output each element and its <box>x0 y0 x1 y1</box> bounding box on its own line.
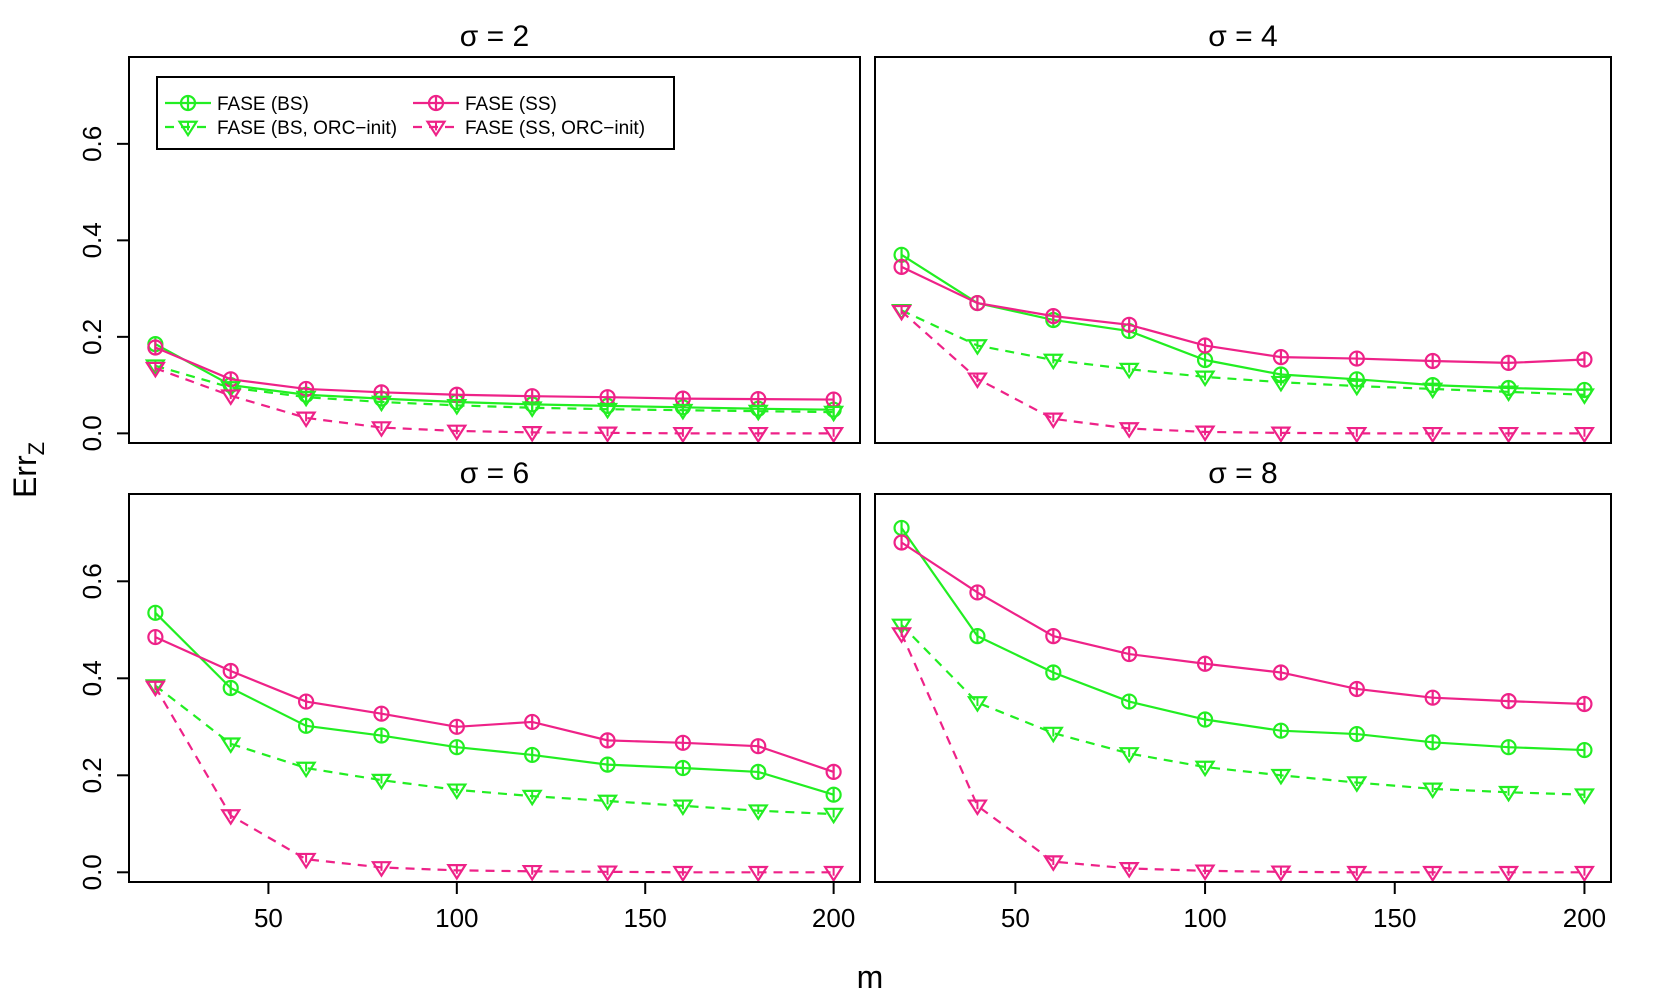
series-1 <box>893 519 1593 759</box>
series-4 <box>144 680 845 883</box>
series-line <box>154 367 834 435</box>
series-3 <box>891 618 1595 805</box>
legend-item-2: FASE (SS) <box>413 94 557 115</box>
y-tick-label: 0.4 <box>77 222 107 258</box>
series-line <box>900 541 1585 706</box>
panel-title: σ = 4 <box>1208 20 1277 53</box>
series-1 <box>893 246 1593 399</box>
legend: FASE (BS) FASE (SS) FASE (BS, ORC−init) FAS… <box>156 76 675 150</box>
series-1 <box>147 335 842 418</box>
legend-item-1: FASE (BS) <box>165 94 309 115</box>
y-axis-label-main: Err <box>7 455 43 498</box>
series-2 <box>893 258 1593 372</box>
x-tick-label: 50 <box>254 903 283 933</box>
series-line <box>900 527 1585 752</box>
y-tick-label: 0.0 <box>77 415 107 451</box>
series-line <box>154 346 834 401</box>
y-tick-label: 0.6 <box>77 126 107 162</box>
legend-item-4: FASE (SS, ORC−init) <box>413 118 645 139</box>
series-3 <box>144 359 845 423</box>
series-line <box>154 684 834 816</box>
x-tick-label: 150 <box>624 903 667 933</box>
series-2 <box>147 628 842 781</box>
series-4 <box>891 304 1595 444</box>
y-tick-label: 0.2 <box>77 319 107 355</box>
series-line <box>900 253 1585 392</box>
series-line <box>154 636 834 773</box>
series-1 <box>147 604 842 803</box>
x-tick-label: 100 <box>1183 903 1226 933</box>
x-tick-label: 150 <box>1373 903 1416 933</box>
x-tick-label: 50 <box>1001 903 1030 933</box>
panel-frame <box>128 493 861 883</box>
x-tick-label: 200 <box>1563 903 1606 933</box>
panel-1: σ = 2 0.0 0.2 0.4 0.6 <box>77 20 861 451</box>
legend-label: FASE (SS, ORC−init) <box>465 118 645 139</box>
legend-item-3: FASE (BS, ORC−init) <box>165 118 397 139</box>
series-line <box>900 310 1585 435</box>
panel-frame <box>874 56 1612 444</box>
panel-3: σ = 6 0.0 0.2 0.4 0.6 50 100 150 200 <box>77 457 861 933</box>
series-line <box>154 343 834 411</box>
legend-label: FASE (BS, ORC−init) <box>217 118 397 139</box>
panel-title: σ = 8 <box>1208 457 1277 490</box>
legend-box <box>156 76 675 150</box>
panel-frame <box>128 56 861 444</box>
series-line <box>901 309 1585 396</box>
x-tick-label: 100 <box>435 903 478 933</box>
series-3 <box>891 303 1595 405</box>
panel-frame <box>874 493 1612 883</box>
series-4 <box>891 627 1595 883</box>
panel-4: σ = 8 50 100 150 200 <box>874 457 1612 933</box>
y-tick-label: 0.4 <box>77 660 107 696</box>
panel-2: σ = 4 <box>874 20 1612 444</box>
series-line <box>901 265 1585 365</box>
y-axis-label-sub: Z <box>24 442 49 455</box>
y-tick-label: 0.0 <box>77 854 107 890</box>
series-2 <box>893 534 1593 713</box>
series-line <box>154 686 834 874</box>
legend-label: FASE (SS) <box>465 94 557 115</box>
panel-title: σ = 2 <box>460 20 529 53</box>
series-2 <box>147 339 842 408</box>
y-axis-label: ErrZ <box>7 442 49 498</box>
legend-label: FASE (BS) <box>217 94 309 115</box>
series-line <box>900 624 1585 796</box>
y-tick-label: 0.2 <box>77 757 107 793</box>
series-line <box>900 633 1585 874</box>
x-tick-label: 200 <box>812 903 855 933</box>
series-4 <box>144 361 845 444</box>
series-line <box>154 612 834 796</box>
y-tick-label: 0.6 <box>77 563 107 599</box>
panel-title: σ = 6 <box>460 457 529 490</box>
series-line <box>155 364 834 414</box>
x-axis-label: m <box>857 959 884 995</box>
